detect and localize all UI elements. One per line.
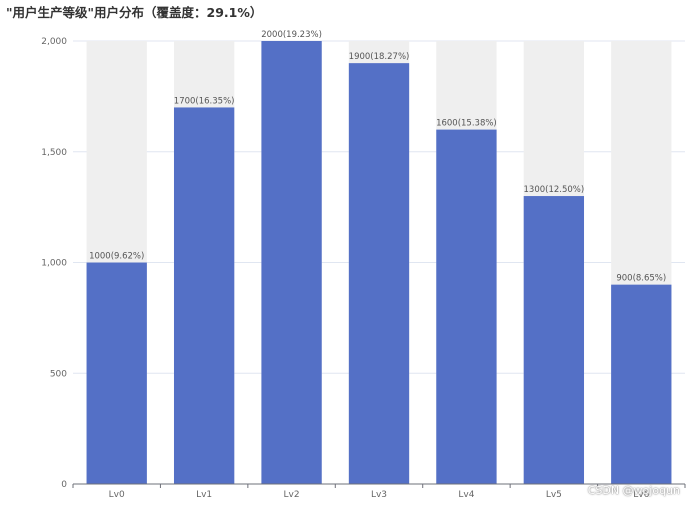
bar-lv1 <box>173 107 235 484</box>
y-tick-label: 1,500 <box>41 148 67 158</box>
bar-lv6 <box>611 284 672 484</box>
data-label: 1700(16.35%) <box>174 96 235 106</box>
y-tick-label: 500 <box>50 369 67 379</box>
watermark: CSDN @wojoqun <box>587 484 680 497</box>
x-tick-label: Lv0 <box>109 490 125 500</box>
bar-lv3 <box>348 63 410 485</box>
y-tick-label: 0 <box>61 480 67 490</box>
x-tick-label: Lv3 <box>371 490 387 500</box>
x-tick-label: Lv6 <box>633 490 649 500</box>
data-label: 1000(9.62%) <box>89 252 144 262</box>
data-label: 1300(12.50%) <box>524 185 585 195</box>
chart-title: "用户生产等级"用户分布（覆盖度：29.1%） <box>6 5 263 20</box>
x-tick-label: Lv2 <box>284 490 300 500</box>
x-tick-label: Lv5 <box>546 490 562 500</box>
bar-lv2 <box>261 41 322 484</box>
data-label: 2000(19.23%) <box>261 30 322 40</box>
data-label: 1600(15.38%) <box>436 119 497 129</box>
x-tick-label: Lv4 <box>458 490 474 500</box>
bar-lv5 <box>523 196 585 485</box>
bar-lv0 <box>86 262 147 484</box>
bar-lv4 <box>436 129 497 484</box>
y-tick-label: 1,000 <box>41 259 67 269</box>
data-label: 1900(18.27%) <box>349 52 410 62</box>
y-tick-label: 2,000 <box>41 37 67 47</box>
data-label: 900(8.65%) <box>616 274 666 284</box>
x-tick-label: Lv1 <box>196 490 212 500</box>
